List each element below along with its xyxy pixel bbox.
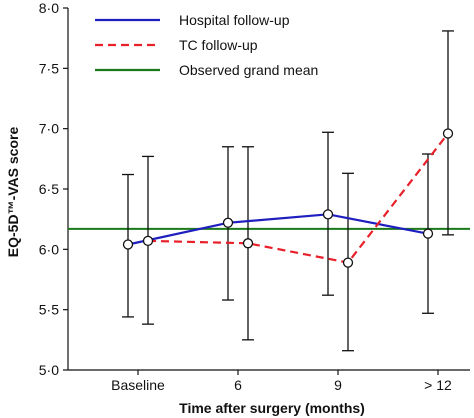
y-tick-label: 7·0 [39,121,59,137]
y-tick-label: 5·0 [39,362,59,378]
data-point [442,128,454,139]
data-point [142,235,154,247]
x-tick-label: 9 [334,377,342,393]
y-tick-label: 7·5 [39,60,59,76]
y-axis-title: EQ-5D™-VAS score [5,127,21,258]
y-tick-label: 6·5 [39,181,59,197]
y-tick-label: 8·0 [39,0,59,16]
legend-label: TC follow-up [179,37,258,53]
data-point [342,257,354,268]
data-point [242,238,254,249]
legend-label: Observed grand mean [179,62,318,78]
x-tick-label: 6 [234,377,242,393]
x-tick-label: > 12 [424,377,452,393]
series-line [147,132,449,264]
legend-label: Hospital follow-up [179,12,290,28]
data-point [222,217,234,228]
data-point [422,228,434,239]
data-point [322,209,334,220]
x-tick-label: Baseline [111,377,165,393]
y-tick-label: 6·0 [39,241,59,257]
x-axis-title: Time after surgery (months) [179,400,365,416]
data-point [122,239,134,250]
y-tick-label: 5·5 [39,302,59,318]
